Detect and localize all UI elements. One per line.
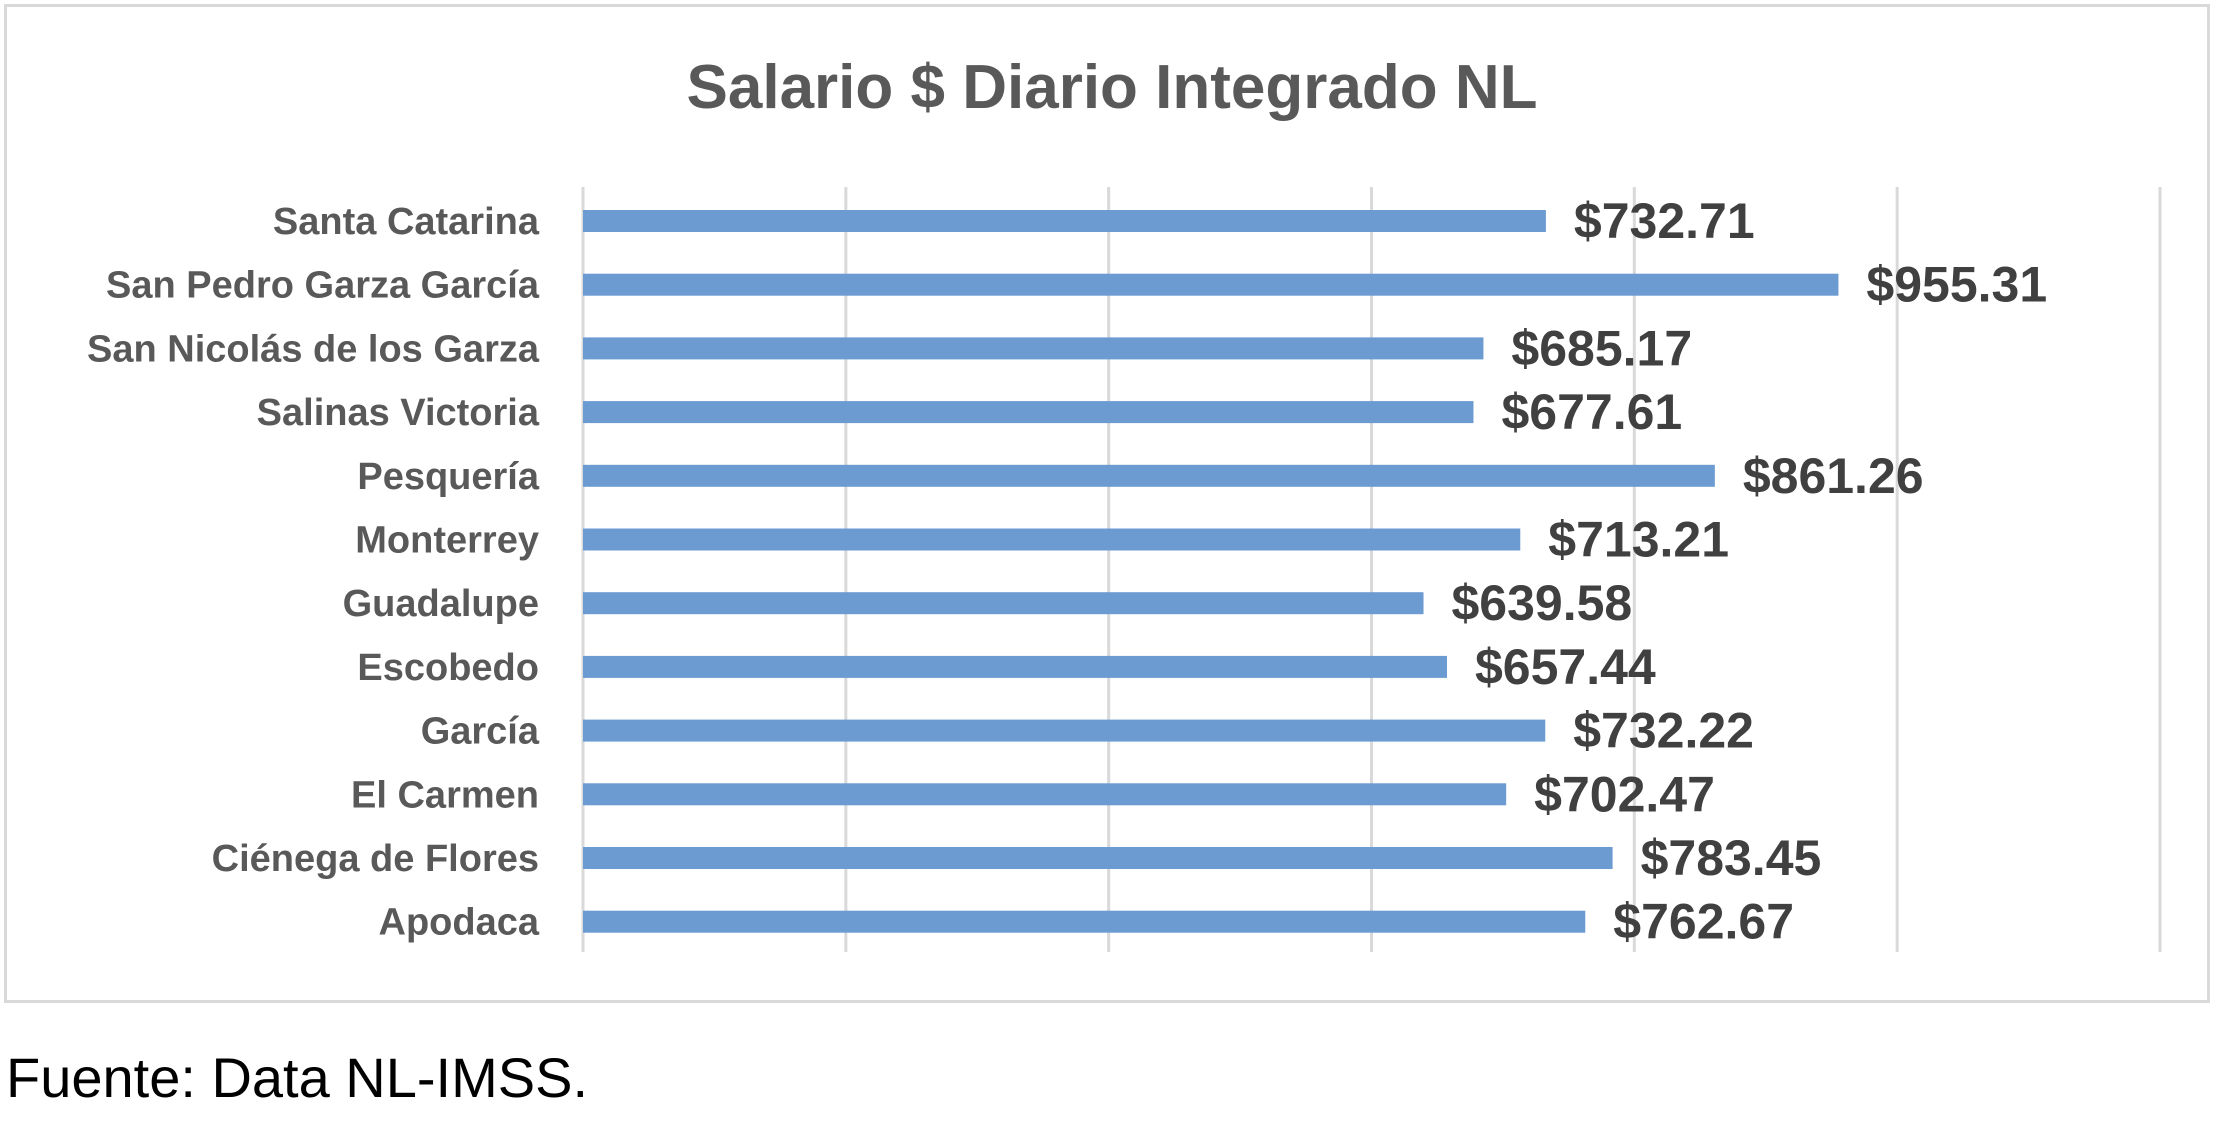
bar xyxy=(583,528,1521,551)
bar xyxy=(583,273,1839,296)
bar xyxy=(583,464,1715,487)
bar xyxy=(583,655,1447,678)
category-label: San Nicolás de los Garza xyxy=(87,328,540,370)
bar xyxy=(583,719,1546,742)
bar xyxy=(583,847,1613,869)
data-label: $955.31 xyxy=(1866,257,2047,313)
bar-chart: Salario $ Diario Integrado NL Santa Cata… xyxy=(87,53,2162,952)
category-label: Escobedo xyxy=(357,647,539,689)
bar xyxy=(583,592,1424,615)
bar xyxy=(583,210,1546,232)
bar xyxy=(583,337,1484,360)
category-label: Santa Catarina xyxy=(273,201,540,243)
category-label: Ciénega de Flores xyxy=(212,838,539,880)
data-label: $861.26 xyxy=(1743,448,1924,504)
data-label: $702.47 xyxy=(1534,766,1715,822)
category-label: García xyxy=(421,711,540,753)
category-label: Monterrey xyxy=(355,520,539,562)
category-label: San Pedro Garza García xyxy=(106,265,540,307)
category-label: Guadalupe xyxy=(343,583,539,625)
data-labels: $732.71 $955.31 $685.17 $677.61 $861.26$713.… xyxy=(1452,193,2048,950)
category-label: Apodaca xyxy=(379,902,540,944)
bar xyxy=(583,783,1507,806)
data-label: $783.45 xyxy=(1641,830,1822,886)
category-label: Salinas Victoria xyxy=(257,392,540,434)
data-label: $713.21 xyxy=(1548,512,1729,568)
chart-frame: Salario $ Diario Integrado NL Santa Cata… xyxy=(4,4,2210,1003)
bar xyxy=(583,910,1586,933)
category-label: Pesquería xyxy=(357,456,540,498)
category-label: El Carmen xyxy=(351,774,539,816)
data-label: $732.22 xyxy=(1573,703,1754,759)
data-label: $677.61 xyxy=(1501,384,1682,440)
bars xyxy=(583,210,1839,933)
bar xyxy=(583,401,1474,424)
category-labels: Santa Catarina San Pedro Garza García San … xyxy=(87,201,540,944)
data-label: $639.58 xyxy=(1452,575,1633,631)
source-note: Fuente: Data NL-IMSS. xyxy=(6,1046,589,1109)
chart-title: Salario $ Diario Integrado NL xyxy=(687,53,1538,122)
data-label: $762.67 xyxy=(1613,894,1794,950)
data-label: $685.17 xyxy=(1511,320,1692,376)
gridlines xyxy=(581,187,2162,952)
data-label: $657.44 xyxy=(1475,639,1656,695)
data-label: $732.71 xyxy=(1574,193,1755,249)
